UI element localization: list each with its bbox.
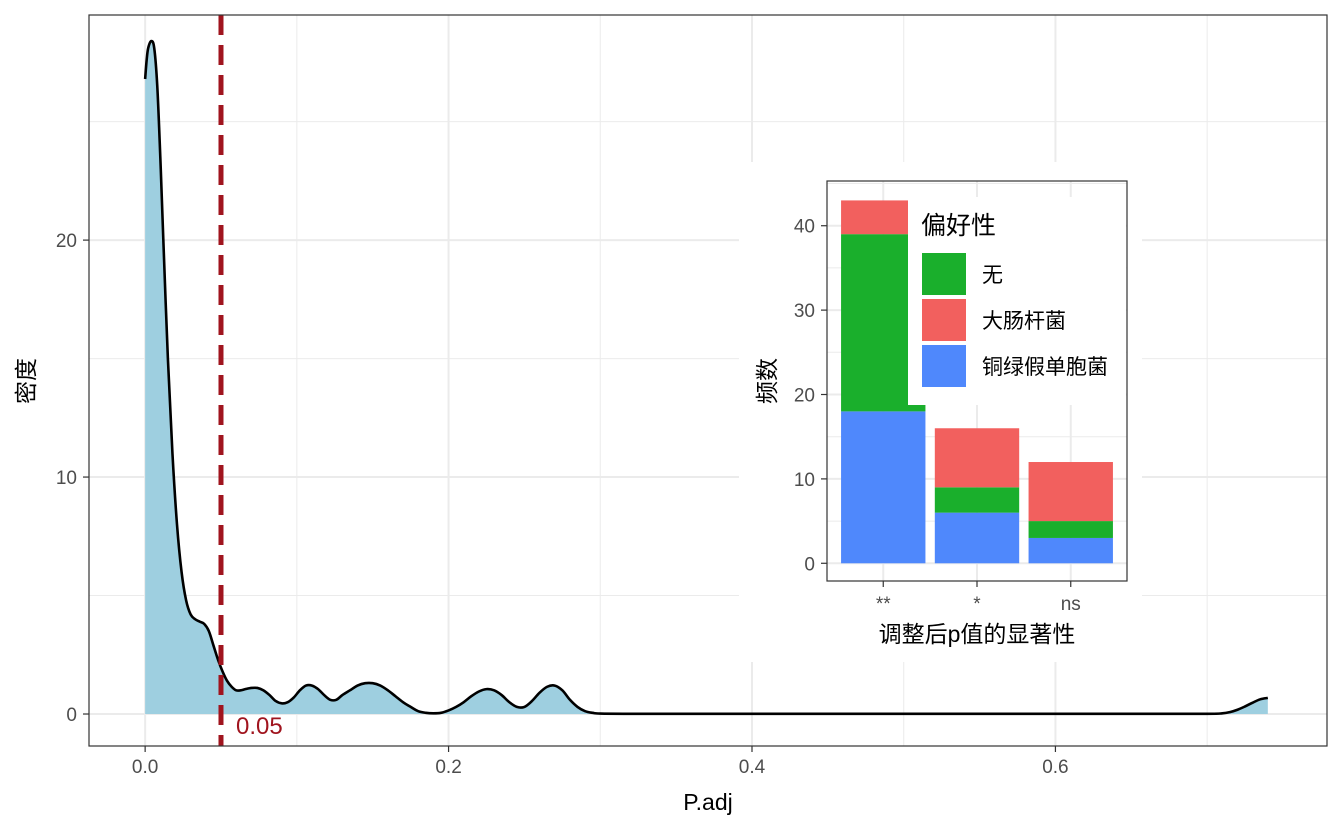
y-tick-label: 20 <box>56 231 77 252</box>
inset-y-axis-title: 频数 <box>754 358 780 404</box>
main-panel-border <box>88 14 1328 747</box>
bar-segment <box>1028 521 1113 538</box>
legend-key <box>922 253 966 295</box>
inset-x-tick-label: ** <box>876 594 891 615</box>
y-tick-label: 10 <box>56 468 77 489</box>
main-axes: 0.0 0.2 0.4 0.6 0 10 20 <box>56 231 1069 778</box>
inset-y-tick-label: 0 <box>804 554 815 575</box>
threshold-label: 0.05 <box>236 713 283 740</box>
x-tick-label: 0.6 <box>1042 757 1068 778</box>
inset-x-axis-title: 调整后p值的显著性 <box>879 621 1076 647</box>
legend-title: 偏好性 <box>921 212 996 240</box>
main-x-axis-title: P.adj <box>683 789 732 815</box>
x-tick-label: 0.2 <box>435 757 461 778</box>
x-tick-label: 0.4 <box>739 757 766 778</box>
bar-segment <box>1028 537 1113 564</box>
density-curve <box>143 39 1269 716</box>
inset-y-tick-label: 10 <box>794 470 815 491</box>
legend-key <box>922 345 966 387</box>
legend-label: 无 <box>982 264 1003 287</box>
inset-y-tick-label: 20 <box>794 386 815 407</box>
x-tick-label: 0.0 <box>132 757 158 778</box>
bar-segment <box>1028 462 1113 522</box>
bar-segment <box>934 487 1020 513</box>
inset-x-tick-label: ns <box>1061 594 1081 615</box>
bar-segment <box>841 411 926 564</box>
legend-label: 铜绿假单胞菌 <box>982 356 1108 379</box>
inset-y-tick-label: 40 <box>794 217 815 238</box>
legend-label: 大肠杆菌 <box>982 310 1066 333</box>
bar-segment <box>934 428 1020 488</box>
inset-x-tick-label: * <box>973 594 981 615</box>
main-y-axis-title: 密度 <box>13 358 39 404</box>
legend-key <box>922 299 966 341</box>
inset-y-tick-label: 30 <box>794 301 815 322</box>
bar-segment <box>934 512 1020 564</box>
y-tick-label: 0 <box>66 705 77 726</box>
